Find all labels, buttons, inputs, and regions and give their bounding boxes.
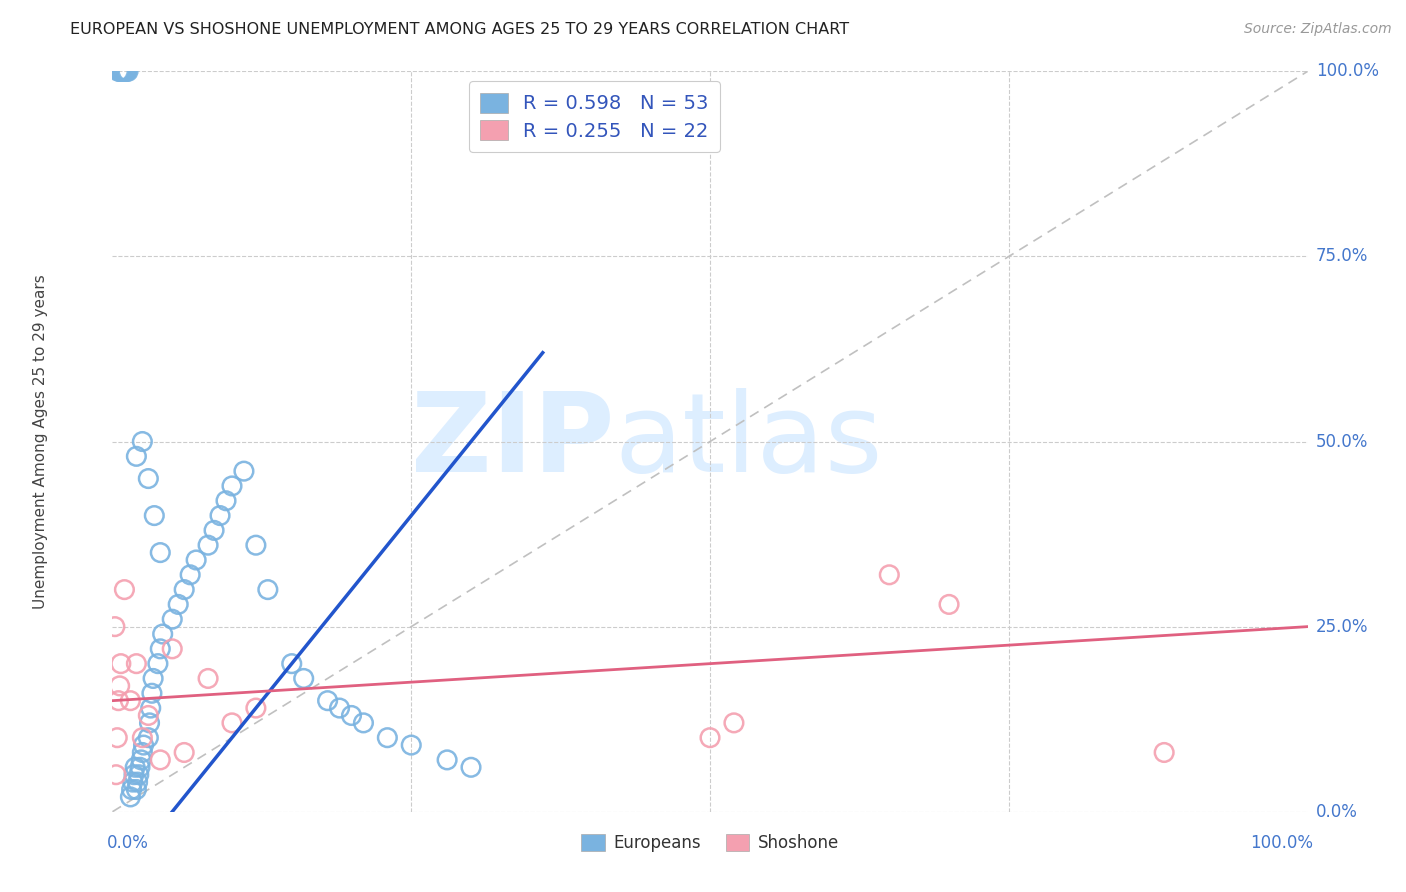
Point: [138, 715, 160, 730]
Point: [131, 434, 153, 449]
Point: [115, 64, 138, 78]
Point: [699, 731, 721, 745]
Text: ZIP: ZIP: [411, 388, 614, 495]
Point: [257, 582, 280, 597]
Point: [105, 731, 128, 745]
Point: [316, 694, 339, 708]
Point: [104, 619, 127, 633]
Point: [114, 64, 135, 78]
Point: [132, 738, 155, 752]
Point: [110, 64, 132, 78]
Text: atlas: atlas: [614, 388, 883, 495]
Text: 25.0%: 25.0%: [1316, 617, 1368, 636]
Point: [129, 760, 152, 774]
Point: [1153, 746, 1175, 760]
Point: [129, 753, 152, 767]
Text: 100.0%: 100.0%: [1250, 834, 1313, 852]
Point: [107, 694, 129, 708]
Point: [143, 508, 166, 523]
Point: [117, 64, 139, 78]
Point: [110, 657, 132, 671]
Point: [111, 64, 134, 78]
Point: [108, 64, 131, 78]
Point: [186, 553, 208, 567]
Point: [340, 708, 363, 723]
Point: [938, 598, 960, 612]
Point: [112, 64, 135, 78]
Point: [138, 471, 160, 485]
Point: [167, 598, 190, 612]
Point: [114, 64, 136, 78]
Text: 75.0%: 75.0%: [1316, 247, 1368, 266]
Point: [128, 767, 150, 781]
Point: [197, 538, 219, 552]
Point: [139, 701, 162, 715]
Text: Source: ZipAtlas.com: Source: ZipAtlas.com: [1244, 22, 1392, 37]
Point: [197, 672, 219, 686]
Point: [281, 657, 304, 671]
Point: [138, 708, 160, 723]
Point: [877, 567, 900, 582]
Point: [124, 760, 146, 774]
Text: 50.0%: 50.0%: [1316, 433, 1368, 450]
Point: [460, 760, 482, 774]
Point: [149, 546, 172, 560]
Point: [120, 789, 142, 804]
Point: [152, 627, 174, 641]
Point: [162, 641, 183, 656]
Point: [436, 753, 458, 767]
Point: [131, 746, 153, 760]
Point: [328, 701, 352, 715]
Point: [120, 694, 142, 708]
Point: [122, 767, 145, 781]
Text: Unemployment Among Ages 25 to 29 years: Unemployment Among Ages 25 to 29 years: [34, 274, 48, 609]
Point: [352, 715, 374, 730]
Point: [105, 767, 128, 781]
Point: [179, 567, 201, 582]
Point: [121, 782, 143, 797]
Point: [149, 753, 172, 767]
Point: [108, 679, 131, 693]
Point: [162, 612, 183, 626]
Point: [131, 731, 153, 745]
Point: [232, 464, 256, 478]
Point: [292, 672, 315, 686]
Point: [138, 731, 160, 745]
Point: [125, 657, 148, 671]
Point: [245, 538, 267, 552]
Point: [114, 582, 135, 597]
Point: [221, 715, 243, 730]
Point: [127, 775, 149, 789]
Point: [146, 657, 169, 671]
Point: [125, 450, 148, 464]
Text: EUROPEAN VS SHOSHONE UNEMPLOYMENT AMONG AGES 25 TO 29 YEARS CORRELATION CHART: EUROPEAN VS SHOSHONE UNEMPLOYMENT AMONG …: [70, 22, 849, 37]
Point: [149, 641, 172, 656]
Point: [202, 524, 225, 538]
Point: [221, 479, 243, 493]
Point: [173, 746, 195, 760]
Point: [723, 715, 745, 730]
Legend: Europeans, Shoshone: Europeans, Shoshone: [575, 828, 845, 859]
Point: [107, 64, 129, 78]
Point: [141, 686, 163, 700]
Point: [142, 672, 165, 686]
Point: [401, 738, 423, 752]
Point: [245, 701, 267, 715]
Text: 0.0%: 0.0%: [107, 834, 149, 852]
Point: [173, 582, 195, 597]
Point: [377, 731, 399, 745]
Text: 0.0%: 0.0%: [1316, 803, 1358, 821]
Point: [215, 493, 238, 508]
Point: [125, 782, 148, 797]
Point: [208, 508, 231, 523]
Text: 100.0%: 100.0%: [1316, 62, 1379, 80]
Point: [121, 775, 143, 789]
